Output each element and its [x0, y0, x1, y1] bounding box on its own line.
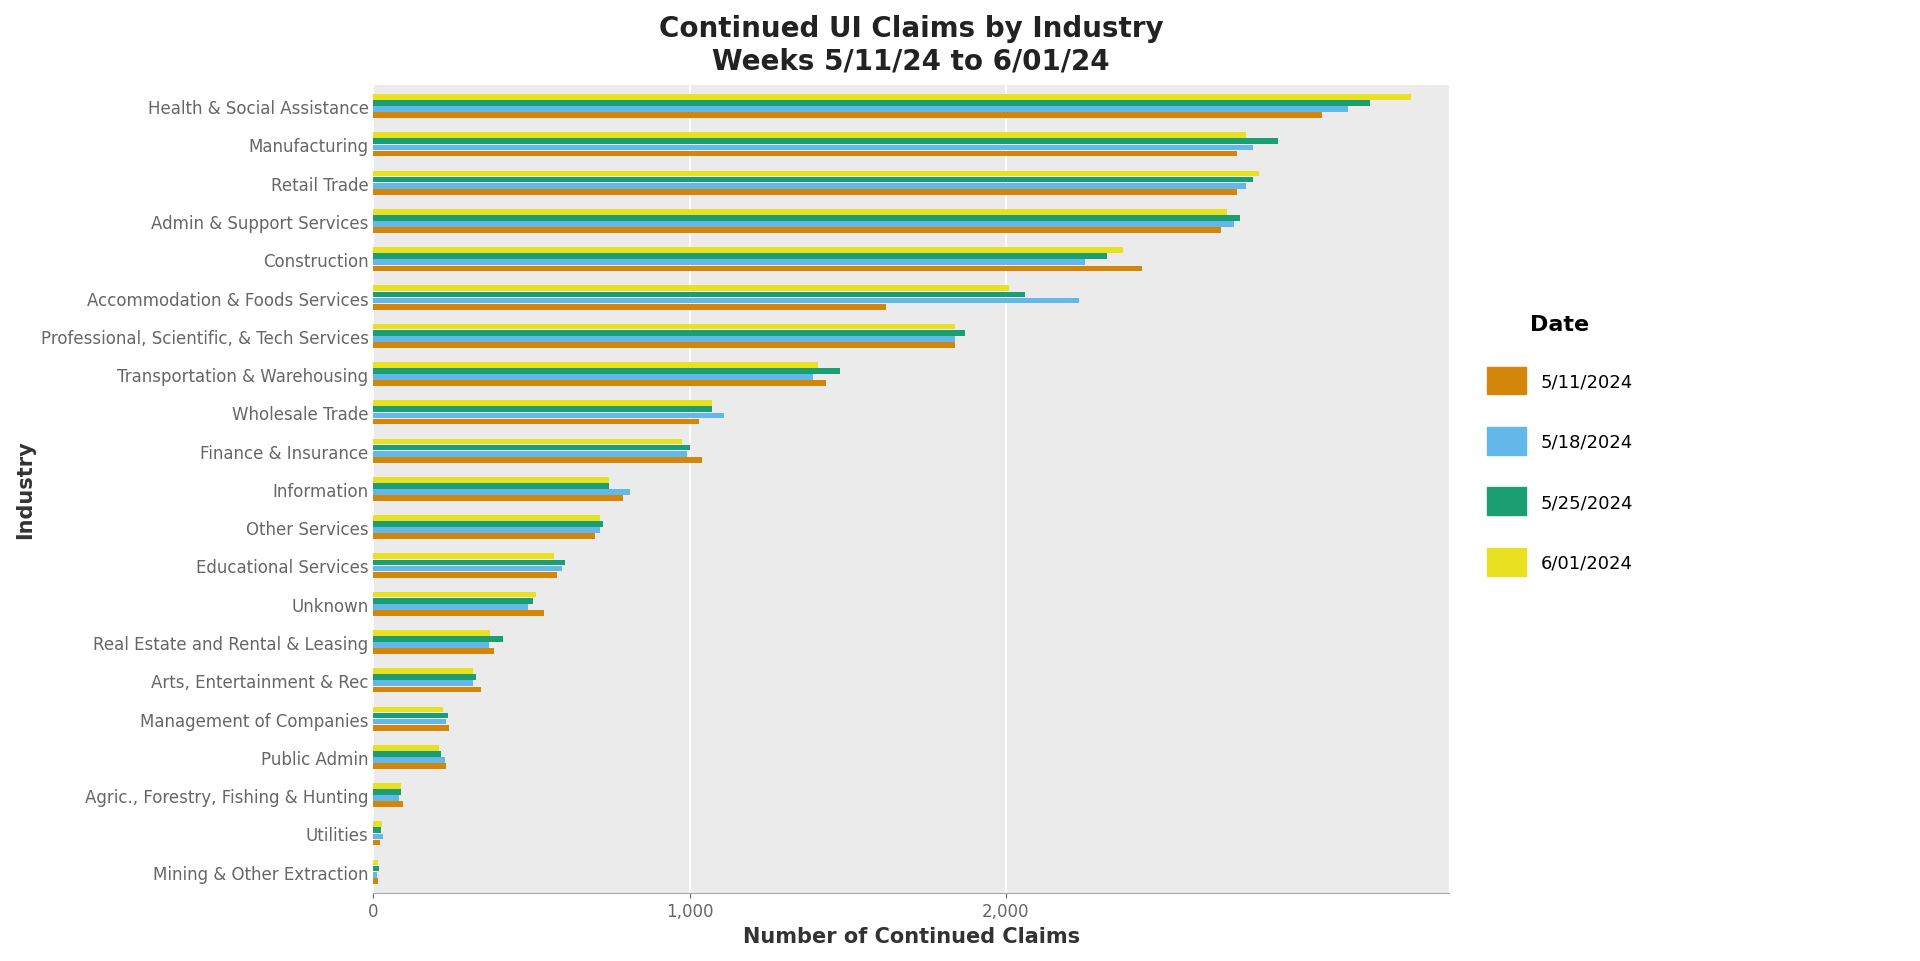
- Bar: [372, 134, 1246, 139]
- Bar: [372, 860, 378, 866]
- Bar: [372, 554, 553, 559]
- Bar: [372, 757, 445, 763]
- Bar: [372, 478, 609, 483]
- Y-axis label: Industry: Industry: [15, 440, 35, 539]
- Bar: [372, 726, 449, 731]
- Bar: [372, 439, 682, 445]
- Bar: [372, 713, 449, 719]
- Bar: [372, 783, 401, 789]
- Bar: [372, 254, 1108, 259]
- Bar: [372, 457, 703, 463]
- Title: Continued UI Claims by Industry
Weeks 5/11/24 to 6/01/24: Continued UI Claims by Industry Weeks 5/…: [659, 15, 1164, 75]
- Bar: [372, 827, 382, 833]
- Bar: [372, 445, 689, 451]
- Bar: [372, 680, 472, 686]
- Bar: [372, 834, 382, 840]
- Bar: [372, 292, 1025, 298]
- Bar: [372, 822, 382, 827]
- Bar: [372, 801, 403, 807]
- Bar: [372, 840, 380, 846]
- Bar: [372, 369, 839, 375]
- Bar: [372, 566, 561, 572]
- Bar: [372, 534, 595, 540]
- Legend: 5/11/2024, 5/18/2024, 5/25/2024, 6/01/2024: 5/11/2024, 5/18/2024, 5/25/2024, 6/01/20…: [1469, 297, 1651, 594]
- Bar: [372, 222, 1235, 228]
- Bar: [372, 719, 445, 725]
- Bar: [372, 598, 534, 604]
- Bar: [372, 796, 399, 801]
- Bar: [372, 872, 376, 877]
- Bar: [372, 610, 543, 616]
- Bar: [372, 604, 528, 610]
- Bar: [372, 496, 624, 502]
- Bar: [372, 95, 1411, 101]
- Bar: [372, 184, 1246, 189]
- Bar: [372, 375, 812, 381]
- Bar: [372, 305, 885, 310]
- Bar: [372, 331, 966, 336]
- Bar: [372, 139, 1279, 145]
- Bar: [372, 266, 1142, 272]
- Bar: [372, 108, 1348, 113]
- Bar: [372, 178, 1252, 184]
- Bar: [372, 336, 956, 342]
- Bar: [372, 483, 609, 489]
- Bar: [372, 560, 564, 566]
- Bar: [372, 649, 493, 654]
- Bar: [372, 522, 603, 528]
- Bar: [372, 763, 445, 769]
- Bar: [372, 516, 599, 521]
- Bar: [372, 152, 1236, 158]
- Bar: [372, 636, 503, 642]
- Bar: [372, 419, 699, 425]
- Bar: [372, 113, 1323, 119]
- Bar: [372, 101, 1369, 107]
- Bar: [372, 592, 536, 598]
- Bar: [372, 413, 724, 419]
- Bar: [372, 407, 712, 412]
- Bar: [372, 669, 472, 675]
- Bar: [372, 675, 476, 680]
- Bar: [372, 209, 1227, 215]
- Bar: [372, 145, 1252, 151]
- Bar: [372, 687, 480, 693]
- Bar: [372, 630, 490, 636]
- Bar: [372, 260, 1085, 266]
- Bar: [372, 643, 490, 649]
- Bar: [372, 325, 956, 331]
- Bar: [372, 706, 444, 712]
- Bar: [372, 248, 1123, 254]
- X-axis label: Number of Continued Claims: Number of Continued Claims: [743, 926, 1079, 946]
- Bar: [372, 298, 1079, 304]
- Bar: [372, 572, 557, 578]
- Bar: [372, 362, 818, 368]
- Bar: [372, 489, 630, 495]
- Bar: [372, 189, 1236, 195]
- Bar: [372, 528, 599, 533]
- Bar: [372, 745, 440, 751]
- Bar: [372, 228, 1221, 234]
- Bar: [372, 401, 712, 407]
- Bar: [372, 286, 1010, 292]
- Bar: [372, 171, 1260, 177]
- Bar: [372, 381, 826, 386]
- Bar: [372, 866, 378, 872]
- Bar: [372, 216, 1240, 222]
- Bar: [372, 878, 378, 884]
- Bar: [372, 452, 687, 457]
- Bar: [372, 343, 956, 349]
- Bar: [372, 789, 401, 795]
- Bar: [372, 752, 442, 757]
